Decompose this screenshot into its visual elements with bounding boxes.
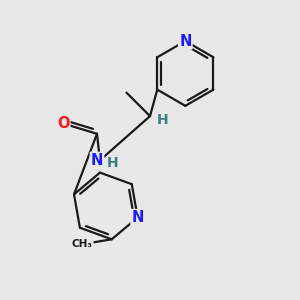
Text: N: N [91, 153, 103, 168]
Text: H: H [157, 113, 168, 127]
Text: N: N [131, 210, 144, 225]
Text: H: H [106, 156, 118, 170]
Text: CH₃: CH₃ [72, 239, 93, 249]
Text: N: N [179, 34, 191, 49]
Text: O: O [57, 116, 69, 131]
